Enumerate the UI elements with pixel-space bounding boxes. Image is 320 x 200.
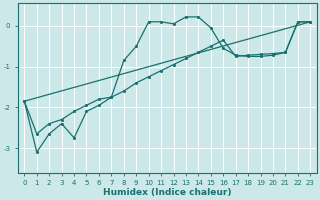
X-axis label: Humidex (Indice chaleur): Humidex (Indice chaleur): [103, 188, 232, 197]
